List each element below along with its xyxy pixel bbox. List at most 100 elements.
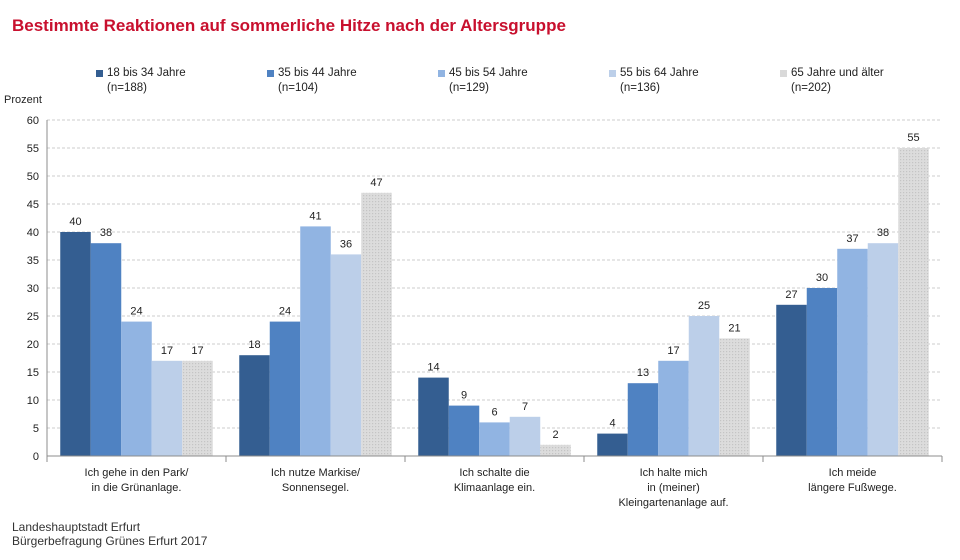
data-label: 36 <box>340 238 352 250</box>
data-label: 40 <box>69 216 81 228</box>
bars <box>60 148 929 457</box>
x-axis <box>46 120 943 462</box>
data-label: 9 <box>461 390 467 402</box>
data-label: 27 <box>785 289 797 301</box>
data-label: 17 <box>191 345 203 357</box>
legend-sample-size: (n=104) <box>278 82 318 94</box>
bar <box>418 377 449 456</box>
legend-swatch <box>609 70 616 77</box>
data-label: 47 <box>370 177 382 189</box>
bar <box>837 248 868 456</box>
y-tick-label: 10 <box>27 395 39 407</box>
bar <box>121 321 152 456</box>
bar <box>806 288 838 456</box>
category-label: Kleingartenanlage auf. <box>618 497 728 509</box>
data-label: 2 <box>552 429 558 441</box>
data-label: 24 <box>130 306 142 318</box>
category-label: in die Grünanlage. <box>92 482 182 494</box>
data-label: 30 <box>816 272 828 284</box>
category-label: längere Fußwege. <box>808 482 897 494</box>
data-label: 38 <box>877 227 889 239</box>
y-tick-label: 5 <box>33 423 39 435</box>
legend-swatch <box>267 70 274 77</box>
category-label: Sonnensegel. <box>282 482 349 494</box>
bar <box>300 226 331 456</box>
legend-label: 65 Jahre und älter <box>791 67 884 79</box>
data-label: 17 <box>161 345 173 357</box>
legend-swatch <box>96 70 103 77</box>
bar <box>658 360 689 456</box>
footer-line-1: Landeshauptstadt Erfurt <box>12 520 141 534</box>
bar <box>60 232 91 456</box>
bar <box>688 316 720 456</box>
footer-source: Landeshauptstadt Erfurt Bürgerbefragung … <box>12 520 207 548</box>
bar <box>719 338 750 456</box>
category-label: in (meiner) <box>647 482 700 494</box>
legend-sample-size: (n=129) <box>449 82 489 94</box>
data-label: 4 <box>609 418 615 430</box>
y-tick-label: 60 <box>27 115 39 127</box>
category-label: Klimaanlage ein. <box>454 482 535 494</box>
legend-sample-size: (n=136) <box>620 82 660 94</box>
y-tick-label: 55 <box>27 143 39 155</box>
legend-label: 18 bis 34 Jahre <box>107 67 186 79</box>
legend-label: 55 bis 64 Jahre <box>620 67 699 79</box>
y-tick-label: 50 <box>27 171 39 183</box>
y-tick-label: 0 <box>33 451 39 463</box>
bar <box>448 405 480 456</box>
bar <box>90 243 122 456</box>
legend-swatch <box>780 70 787 77</box>
bar <box>269 321 301 456</box>
data-label: 25 <box>698 300 710 312</box>
chart-title: Bestimmte Reaktionen auf sommerliche Hit… <box>12 16 566 35</box>
data-label: 55 <box>907 132 919 144</box>
category-label: Ich gehe in den Park/ <box>85 467 190 479</box>
y-tick-label: 30 <box>27 283 39 295</box>
y-axis-ticks: 0 5 10 15 20 25 30 35 40 45 50 55 60 <box>27 115 39 463</box>
data-label: 17 <box>667 345 679 357</box>
category-label: Ich nutze Markise/ <box>271 467 361 479</box>
category-label: Ich halte mich <box>640 467 708 479</box>
data-label: 41 <box>309 210 321 222</box>
legend-sample-size: (n=202) <box>791 82 831 94</box>
data-label: 14 <box>427 362 439 374</box>
bar <box>151 360 183 456</box>
bar <box>867 243 899 456</box>
y-tick-label: 25 <box>27 311 39 323</box>
bar <box>776 304 807 456</box>
legend: 18 bis 34 Jahre (n=188) 35 bis 44 Jahre … <box>96 66 956 100</box>
y-tick-label: 40 <box>27 227 39 239</box>
bar <box>239 355 270 456</box>
bar <box>509 416 541 456</box>
data-label: 13 <box>637 367 649 379</box>
data-label: 18 <box>248 339 260 351</box>
bar <box>627 383 659 456</box>
category-label: Ich schalte die <box>459 467 529 479</box>
data-label: 24 <box>279 306 291 318</box>
bar <box>479 422 510 456</box>
legend-label: 35 bis 44 Jahre <box>278 67 357 79</box>
category-label: Ich meide <box>829 467 877 479</box>
legend-label: 45 bis 54 Jahre <box>449 67 528 79</box>
bar <box>182 360 213 456</box>
data-label: 6 <box>491 406 497 418</box>
bar <box>898 148 929 456</box>
y-tick-label: 45 <box>27 199 39 211</box>
data-label: 7 <box>522 401 528 413</box>
y-tick-label: 20 <box>27 339 39 351</box>
footer-line-2: Bürgerbefragung Grünes Erfurt 2017 <box>12 534 208 548</box>
bar <box>361 192 392 457</box>
y-tick-label: 35 <box>27 255 39 267</box>
bar <box>540 444 571 456</box>
legend-sample-size: (n=188) <box>107 82 147 94</box>
data-label: 21 <box>728 322 740 334</box>
bar <box>597 433 628 456</box>
bar <box>330 254 362 456</box>
category-labels: Ich gehe in den Park/in die Grünanlage. I… <box>85 467 897 509</box>
y-axis-title: Prozent <box>4 94 42 106</box>
legend-swatch <box>438 70 445 77</box>
data-label: 37 <box>846 233 858 245</box>
y-tick-label: 15 <box>27 367 39 379</box>
